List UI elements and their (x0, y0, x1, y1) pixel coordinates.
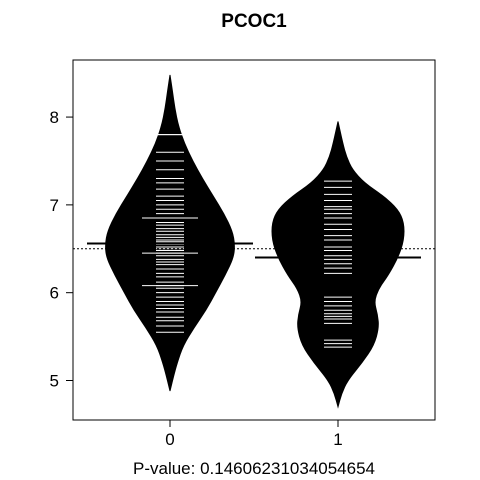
y-tick-label-6: 6 (50, 284, 59, 303)
x-tick-label-0: 0 (165, 430, 174, 449)
chart-title: PCOC1 (221, 11, 287, 32)
y-tick-label-8: 8 (50, 108, 59, 127)
y-tick-label-7: 7 (50, 196, 59, 215)
x-axis-label: P-value: 0.14606231034054654 (133, 459, 375, 478)
p-value-prefix: P-value: (133, 459, 195, 478)
x-tick-label-1: 1 (333, 430, 342, 449)
beanlines-layer (142, 134, 352, 348)
y-tick-label-5: 5 (50, 371, 59, 390)
group-mean-lines (87, 242, 421, 259)
y-axis: 5 6 7 8 (50, 108, 74, 390)
bean-0 (105, 74, 235, 392)
p-value: 0.14606231034054654 (200, 459, 375, 478)
